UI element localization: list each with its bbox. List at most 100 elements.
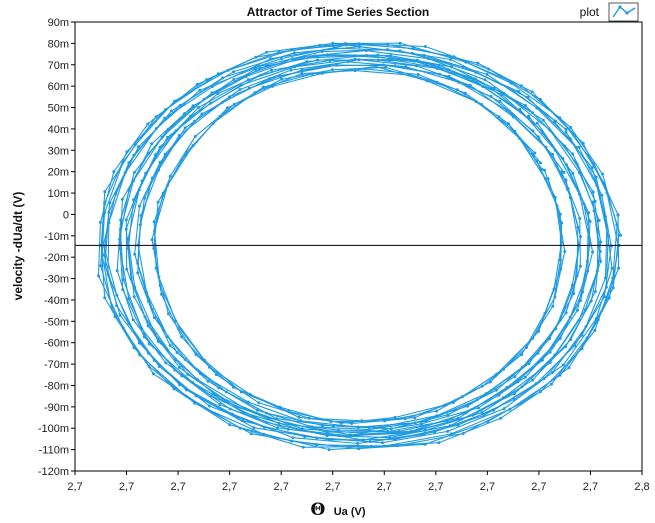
data-point: [211, 121, 215, 125]
data-point: [497, 115, 501, 119]
data-point: [611, 286, 615, 290]
data-point: [254, 55, 258, 59]
data-point: [601, 172, 604, 176]
data-point: [121, 288, 125, 292]
data-point: [558, 336, 562, 340]
data-point: [198, 88, 202, 92]
data-point: [580, 333, 584, 337]
data-point: [423, 45, 427, 48]
data-point: [476, 406, 480, 410]
data-point: [437, 63, 441, 67]
data-point: [564, 130, 568, 134]
data-point: [517, 90, 521, 93]
data-point: [376, 53, 380, 57]
data-point: [548, 350, 552, 354]
data-point: [563, 144, 567, 148]
data-point: [305, 60, 309, 64]
data-point: [152, 220, 156, 224]
data-point: [168, 174, 172, 178]
data-point: [280, 77, 284, 81]
legend-swatch-box: [608, 2, 639, 22]
data-point: [269, 57, 273, 61]
data-point: [136, 271, 140, 275]
data-point: [154, 127, 158, 130]
data-point: [218, 403, 222, 406]
data-point: [527, 362, 531, 366]
data-point: [533, 151, 537, 155]
data-point: [108, 201, 112, 205]
data-point: [576, 225, 580, 229]
y-tick-label: -20m: [44, 252, 69, 264]
y-tick-label: 30m: [48, 145, 69, 157]
data-point: [593, 290, 597, 293]
data-point: [132, 295, 136, 299]
data-point: [446, 413, 450, 417]
data-point: [600, 193, 604, 197]
data-point: [156, 200, 160, 204]
data-point: [348, 433, 352, 437]
data-point: [578, 217, 582, 220]
data-point: [498, 99, 502, 103]
data-point: [447, 74, 451, 78]
data-point: [184, 388, 188, 392]
data-point: [587, 211, 591, 215]
data-point: [292, 51, 296, 55]
data-point: [611, 276, 615, 280]
data-point: [560, 241, 564, 244]
legend-marker-icon: [618, 5, 622, 9]
x-tick-label: 2,7: [428, 481, 443, 493]
data-point: [523, 375, 527, 379]
data-point: [471, 77, 475, 81]
data-point: [315, 443, 319, 447]
data-point: [156, 339, 160, 343]
data-point: [386, 43, 390, 47]
data-point: [163, 116, 167, 120]
data-point: [393, 437, 397, 441]
y-tick-label: -40m: [44, 295, 69, 307]
data-point: [331, 424, 335, 428]
data-point: [499, 416, 503, 420]
data-point: [494, 388, 498, 392]
y-tick-label: -120m: [38, 466, 69, 478]
x-tick-label: 2,7: [325, 481, 340, 493]
data-point: [413, 59, 416, 63]
y-tick-label: 40m: [48, 124, 69, 136]
data-point: [489, 95, 493, 98]
data-point: [525, 346, 528, 349]
data-point: [485, 72, 489, 76]
data-point: [393, 416, 397, 419]
data-point: [121, 326, 125, 330]
data-point: [584, 325, 588, 329]
data-point: [142, 335, 146, 339]
data-point: [562, 171, 566, 174]
data-point: [191, 381, 195, 384]
x-tick-label: 2,7: [480, 481, 495, 493]
data-point: [552, 120, 556, 124]
data-point: [346, 60, 350, 64]
data-point: [413, 416, 417, 420]
data-point: [569, 338, 573, 341]
data-point: [320, 50, 324, 54]
data-point: [543, 168, 546, 172]
data-point: [257, 64, 261, 68]
data-point: [415, 58, 419, 62]
data-point: [150, 142, 154, 146]
data-point: [113, 315, 117, 319]
data-point: [564, 127, 568, 131]
data-point: [473, 77, 477, 81]
data-point: [204, 407, 208, 410]
data-point: [265, 50, 269, 54]
data-point: [252, 426, 256, 430]
data-point: [120, 197, 124, 201]
data-point: [460, 395, 464, 399]
data-point: [249, 393, 252, 397]
data-point: [381, 63, 385, 67]
data-point: [506, 122, 510, 126]
data-point: [103, 211, 107, 215]
data-point: [437, 441, 441, 445]
data-point: [177, 365, 181, 369]
data-point: [520, 401, 523, 405]
data-point: [327, 438, 331, 442]
data-point: [456, 423, 460, 427]
y-tick-label: 90m: [48, 17, 69, 29]
